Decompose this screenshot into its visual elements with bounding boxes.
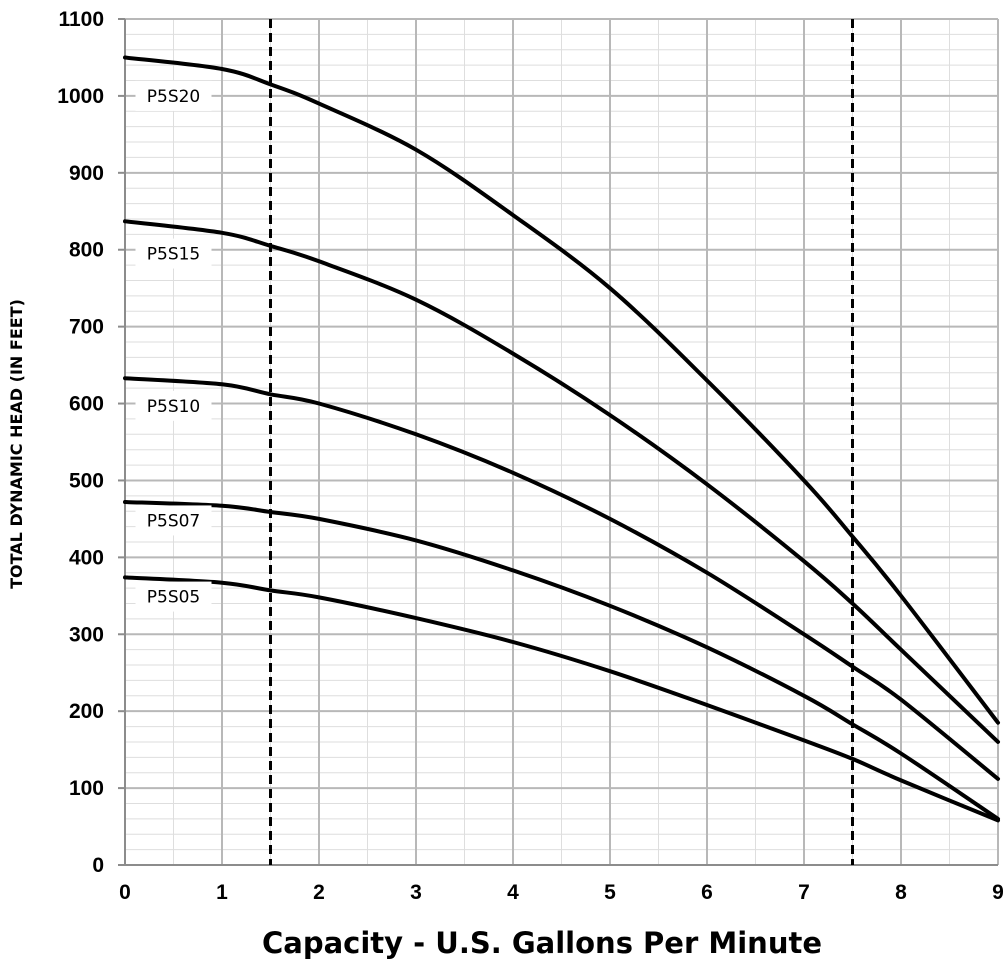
series-label-p5s20: P5S20	[147, 87, 201, 107]
series-line-p5s15	[123, 219, 1000, 744]
x-tick-label: 1	[216, 881, 228, 904]
series-label-box	[135, 238, 212, 269]
y-tick-label: 100	[69, 777, 104, 800]
y-tick-label: 800	[69, 239, 104, 262]
y-tick-label: 700	[69, 316, 104, 339]
series-line-p5s10	[123, 376, 1000, 781]
series-layer	[123, 55, 1000, 823]
grid-layer	[118, 18, 999, 866]
series-line-p5s05	[123, 575, 1000, 823]
series-line-p5s20	[123, 55, 1000, 725]
y-tick-label: 1000	[57, 85, 104, 108]
y-tick-label: 1100	[58, 8, 104, 31]
x-axis-title: Capacity - U.S. Gallons Per Minute	[262, 926, 822, 960]
series-label-box	[135, 390, 212, 421]
y-tick-label: 500	[69, 469, 104, 492]
x-tick-label: 6	[701, 881, 713, 904]
x-tick-label: 8	[895, 881, 907, 904]
x-tick-label: 4	[507, 881, 519, 904]
y-tick-label: 900	[69, 162, 104, 185]
series-label-p5s15: P5S15	[147, 245, 201, 265]
series-label-p5s07: P5S07	[147, 511, 201, 531]
x-tick-label: 7	[798, 881, 810, 904]
y-tick-label: 400	[69, 546, 104, 569]
x-tick-label: 0	[119, 881, 131, 904]
y-tick-label: 600	[69, 393, 104, 416]
series-label-p5s10: P5S10	[147, 397, 201, 417]
y-tick-label: 300	[69, 623, 104, 646]
series-line-p5s07	[123, 500, 1000, 821]
tick-labels: 0 1 2 3 4 5 6 7 8 9 0 100 200 300 400 500 600 700 800 900 10…	[57, 8, 1004, 904]
y-axis-title: TOTAL DYNAMIC HEAD (IN FEET)	[7, 299, 26, 589]
series-label-box	[135, 505, 212, 536]
series-label-box	[135, 581, 212, 612]
x-tick-label: 9	[992, 881, 1004, 904]
y-tick-label: 200	[69, 700, 104, 723]
series-label-box	[135, 80, 212, 111]
x-tick-label: 5	[604, 881, 616, 904]
y-tick-label: 0	[92, 854, 104, 877]
series-label-p5s05: P5S05	[147, 588, 201, 608]
series-labels: P5S20 P5S15 P5S10 P5S07 P5S05	[135, 80, 212, 612]
x-tick-label: 3	[410, 881, 422, 904]
x-tick-label: 2	[313, 881, 325, 904]
